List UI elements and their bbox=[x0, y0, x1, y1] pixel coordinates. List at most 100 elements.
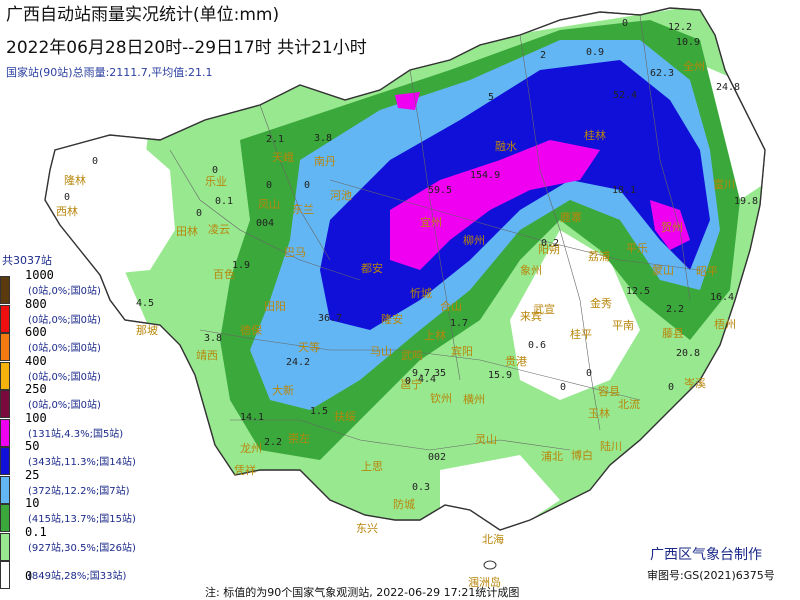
legend-count: (415站,13.7%;国15站) bbox=[28, 514, 136, 525]
station-rainfall-value: 12.2 bbox=[668, 22, 693, 33]
county-boundaries bbox=[169, 14, 701, 451]
station-rainfall-value: 154.9 bbox=[470, 170, 501, 181]
station-rainfall-value: 0 bbox=[212, 165, 219, 176]
city-label: 平南 bbox=[612, 319, 634, 332]
legend-row: 1000 (0站,0%;国0站) bbox=[0, 268, 140, 304]
city-label: 宜州 bbox=[420, 216, 442, 229]
station-rainfall-value: 0 bbox=[266, 180, 273, 191]
legend-threshold: 800 bbox=[25, 296, 47, 311]
city-label: 西林 bbox=[56, 205, 78, 218]
city-label: 北流 bbox=[618, 398, 640, 411]
station-rainfall-value: 0 bbox=[586, 368, 593, 379]
city-label: 防城 bbox=[393, 498, 415, 511]
station-rainfall-value: 2.1 bbox=[266, 134, 285, 145]
city-label: 凌云 bbox=[208, 223, 230, 236]
station-rainfall-value: 18.1 bbox=[612, 185, 637, 196]
city-label: 田林 bbox=[176, 225, 198, 238]
legend-swatch bbox=[0, 447, 10, 475]
city-label: 北海 bbox=[482, 533, 504, 546]
station-rainfall-value: 0 bbox=[405, 376, 412, 387]
station-rainfall-value: 59.5 bbox=[428, 185, 453, 196]
station-rainfall-value: 35 bbox=[434, 368, 447, 379]
legend-threshold: 50 bbox=[25, 439, 40, 453]
city-label: 象州 bbox=[520, 264, 542, 277]
city-label: 马山 bbox=[370, 345, 392, 358]
legend-row: 50 (343站,11.3%;国14站) bbox=[0, 439, 140, 475]
map-review-number: 审图号:GS(2021)6375号 bbox=[647, 569, 775, 582]
weizhou-island bbox=[483, 560, 497, 570]
legend-swatch bbox=[0, 361, 10, 390]
station-rainfall-value: 1.7 bbox=[450, 318, 469, 329]
city-label: 阳朔 bbox=[538, 243, 560, 256]
rain-zone-big-storm-3 bbox=[395, 92, 420, 110]
legend-count: (0站,0%;国0站) bbox=[28, 371, 101, 383]
legend-threshold: 250 bbox=[25, 382, 47, 396]
city-label: 德保 bbox=[240, 324, 262, 337]
city-label: 玉林 bbox=[588, 407, 610, 420]
city-label: 靖西 bbox=[196, 349, 218, 362]
city-label: 天峨 bbox=[272, 151, 294, 164]
city-label: 天等 bbox=[298, 341, 320, 354]
station-rainfall-value: 0 bbox=[622, 18, 629, 29]
legend-zero-label: 0 bbox=[25, 569, 33, 583]
city-label: 涠洲岛 bbox=[468, 576, 501, 589]
station-rainfall-value: 2 bbox=[540, 50, 547, 61]
station-rainfall-value: 004 bbox=[256, 218, 275, 229]
legend-swatch bbox=[0, 561, 10, 589]
map-title: 广西自动站雨量实况统计(单位:mm) bbox=[6, 5, 280, 25]
station-rainfall-value: 12.5 bbox=[626, 286, 651, 297]
city-label: 贺州 bbox=[661, 221, 683, 234]
legend-swatch bbox=[0, 304, 10, 333]
station-rainfall-value: 3.8 bbox=[314, 133, 333, 144]
city-label: 岑溪 bbox=[684, 377, 706, 390]
city-label: 灵山 bbox=[475, 433, 497, 446]
city-label: 河池 bbox=[330, 189, 352, 202]
legend-count: (0站,0%;国0站) bbox=[28, 314, 101, 326]
legend-threshold: 100 bbox=[25, 410, 47, 425]
city-label: 东兰 bbox=[292, 203, 314, 216]
legend-row: 10 (415站,13.7%;国15站) bbox=[0, 496, 140, 532]
city-label: 乐业 bbox=[205, 175, 227, 188]
station-rainfall-value: 0.1 bbox=[215, 196, 234, 207]
city-label: 钦州 bbox=[430, 392, 452, 405]
legend-swatch bbox=[0, 475, 10, 504]
legend-swatch bbox=[0, 504, 10, 532]
city-label: 上思 bbox=[361, 460, 383, 473]
station-rainfall-value: 002 bbox=[428, 452, 447, 463]
station-rainfall-value: 0 bbox=[668, 382, 675, 393]
legend-count: (372站,12.2%;国7站) bbox=[28, 485, 130, 497]
legend-count: (0站,0%;国0站) bbox=[28, 286, 101, 297]
station-rainfall-value: 0.9 bbox=[586, 47, 605, 58]
legend-row: 600 (0站,0%;国0站) bbox=[0, 325, 140, 361]
city-label: 田阳 bbox=[264, 300, 286, 313]
city-label: 武宣 bbox=[533, 303, 555, 316]
station-rainfall-value: 2.2 bbox=[264, 437, 283, 448]
city-label: 荔浦 bbox=[588, 250, 610, 263]
station-rainfall-value: 16.4 bbox=[710, 292, 735, 303]
legend-count: (0站,0%;国0站) bbox=[28, 400, 101, 411]
station-rainfall-value: 1.5 bbox=[310, 406, 329, 417]
station-rainfall-value: 0.2 bbox=[541, 238, 560, 249]
legend-threshold: 0.1 bbox=[25, 524, 47, 539]
city-label: 平乐 bbox=[626, 242, 648, 255]
legend-threshold: 1000 bbox=[25, 268, 54, 282]
city-label: 凭祥 bbox=[234, 464, 256, 477]
city-label: 博白 bbox=[571, 449, 593, 462]
station-rainfall-value: 24.2 bbox=[286, 357, 311, 368]
station-rainfall-value: 0 bbox=[196, 208, 203, 219]
map-footnote: 注: 标值的为90个国家气象观测站, 2022-06-29 17:21统计成图 bbox=[205, 586, 520, 599]
city-label: 金秀 bbox=[590, 297, 612, 310]
city-label: 陆川 bbox=[600, 440, 622, 453]
legend-count: (927站,30.5%;国26站) bbox=[28, 542, 136, 554]
legend-count: (131站,4.3%;国5站) bbox=[28, 428, 124, 440]
legend-swatch bbox=[0, 276, 10, 304]
city-label: 昭平 bbox=[696, 265, 718, 278]
station-rainfall-value: 62.3 bbox=[650, 68, 675, 79]
station-rainfall-value: 14.1 bbox=[240, 412, 265, 423]
station-rainfall-value: 20.8 bbox=[676, 348, 701, 359]
legend-row: (849站,28%;国33站) bbox=[0, 561, 140, 589]
legend-count: (849站,28%;国33站) bbox=[28, 571, 127, 582]
city-label: 那坡 bbox=[136, 324, 158, 337]
city-label: 隆林 bbox=[64, 174, 86, 187]
